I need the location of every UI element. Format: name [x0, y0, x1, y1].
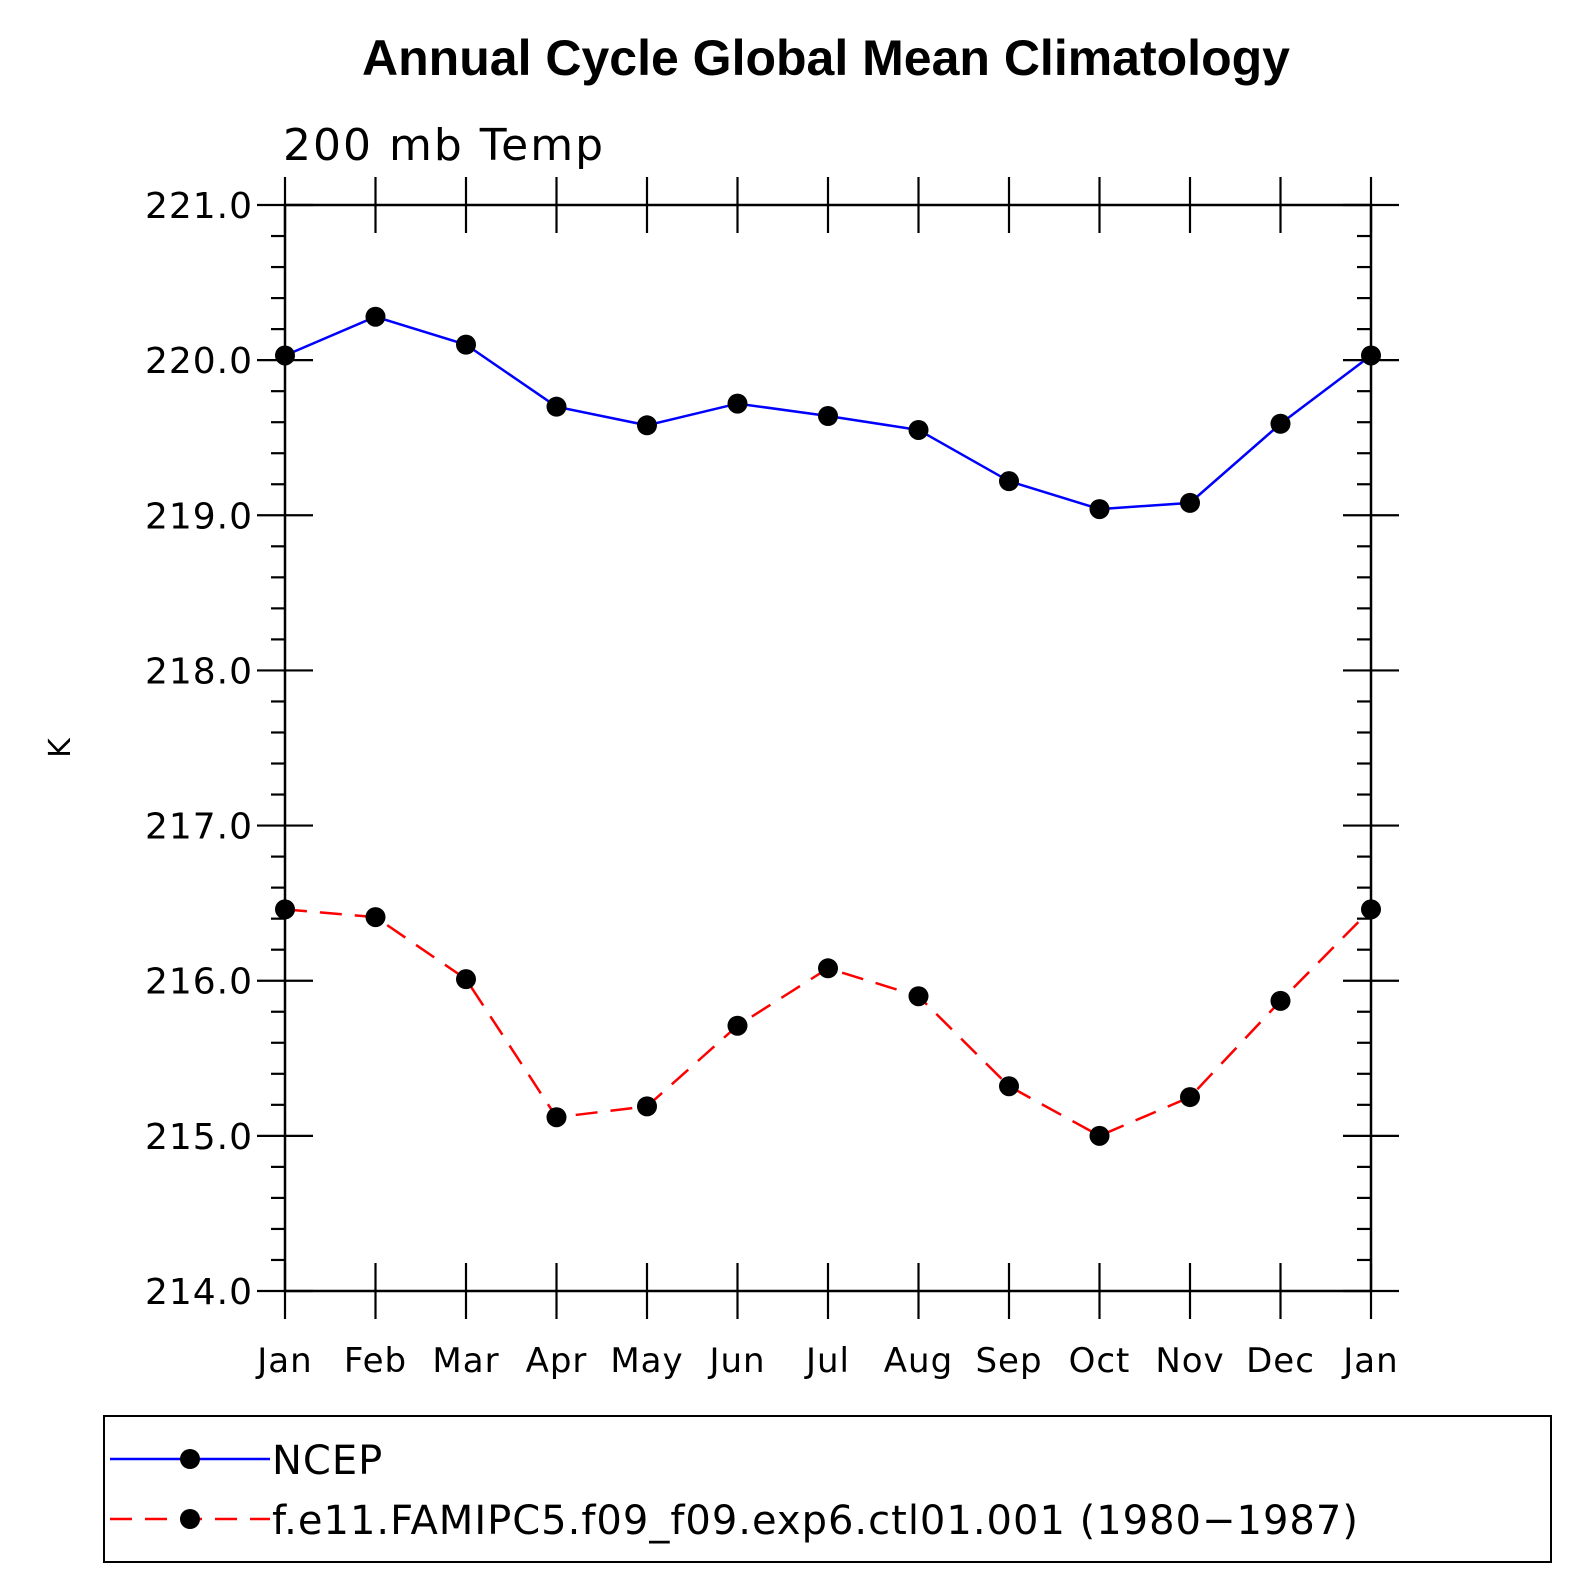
data-point: [546, 396, 567, 417]
data-point: [818, 958, 838, 979]
data-point: [637, 1096, 657, 1117]
x-tick-label: Apr: [526, 1341, 588, 1381]
y-tick-label: 220.0: [145, 341, 253, 382]
data-point: [908, 986, 929, 1007]
data-point: [275, 899, 295, 920]
chart-title: Annual Cycle Global Mean Climatology: [362, 30, 1290, 86]
x-tick-label: Jun: [707, 1341, 765, 1381]
legend-marker: [180, 1509, 200, 1529]
axis-ticks: 214.0 215.0 216.0 217.0 218.0 219.0 220.0 221.0…: [145, 177, 1399, 1381]
data-point: [1089, 499, 1110, 520]
data-point: [546, 1107, 567, 1128]
x-tick-label: Sep: [975, 1341, 1042, 1381]
series-line: [284, 908, 1372, 1138]
x-tick-label: Nov: [1155, 1341, 1224, 1381]
chart-subtitle: 200 mb Temp: [283, 120, 605, 171]
x-tick-label: May: [610, 1341, 683, 1381]
x-tick-label: Oct: [1069, 1341, 1131, 1381]
data-point: [1270, 990, 1291, 1011]
data-point: [456, 334, 476, 355]
series-0: [275, 306, 1381, 520]
data-point: [999, 471, 1019, 492]
data-point: [275, 345, 295, 366]
series-1: [275, 899, 1381, 1146]
data-point: [1089, 1125, 1110, 1146]
legend-item-0: NCEP: [110, 1438, 383, 1484]
x-tick-label: Jan: [255, 1341, 312, 1381]
data-point: [1180, 492, 1200, 513]
y-tick-label: 215.0: [145, 1117, 253, 1158]
y-tick-label: 214.0: [145, 1272, 253, 1313]
data-point: [1361, 899, 1381, 920]
data-point: [727, 1015, 748, 1036]
legend-box: [103, 1415, 1552, 1563]
data-point: [999, 1076, 1019, 1097]
x-tick-label: Feb: [344, 1341, 407, 1381]
x-tick-label: Aug: [884, 1341, 953, 1381]
legend-label: NCEP: [272, 1438, 383, 1484]
data-point: [818, 405, 838, 426]
legend: NCEP f.e11.FAMIPC5.f09_f09.exp6.ctl01.001…: [103, 1415, 1552, 1563]
series-layer: [275, 306, 1381, 1146]
x-tick-label: Jan: [1341, 1341, 1398, 1381]
y-tick-label: 217.0: [145, 807, 253, 848]
data-point: [1361, 345, 1381, 366]
plot-frame: [283, 203, 1373, 1293]
data-point: [365, 907, 386, 928]
y-tick-label: 216.0: [145, 962, 253, 1003]
data-point: [727, 393, 748, 414]
legend-marker: [180, 1449, 200, 1469]
data-point: [908, 419, 929, 440]
y-tick-label: 221.0: [145, 186, 253, 227]
data-point: [456, 969, 476, 990]
legend-label: f.e11.FAMIPC5.f09_f09.exp6.ctl01.001 (19…: [272, 1498, 1359, 1544]
data-point: [1270, 413, 1291, 434]
y-tick-label: 219.0: [145, 496, 253, 537]
x-tick-label: Dec: [1246, 1341, 1315, 1381]
y-axis-label: K: [43, 737, 78, 758]
data-point: [637, 415, 657, 436]
data-point: [365, 306, 386, 327]
x-tick-label: Jul: [804, 1341, 850, 1381]
y-tick-label: 218.0: [145, 651, 253, 692]
x-tick-label: Mar: [432, 1341, 499, 1381]
data-point: [1180, 1087, 1200, 1108]
legend-item-1: f.e11.FAMIPC5.f09_f09.exp6.ctl01.001 (19…: [110, 1498, 1359, 1544]
